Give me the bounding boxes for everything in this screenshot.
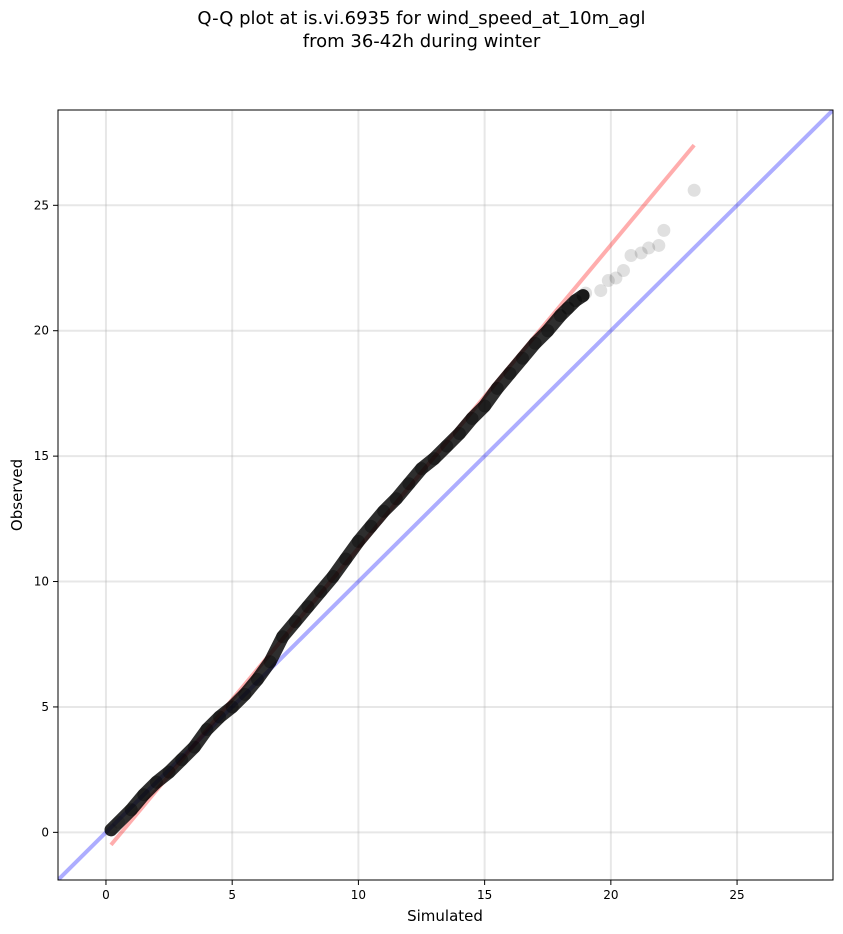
- data-point: [657, 223, 671, 237]
- points-dense-trace: [104, 289, 590, 837]
- y-axis-ticks: 0 5 10 15 20 25: [34, 198, 58, 839]
- data-point: [609, 271, 623, 285]
- data-point: [478, 399, 492, 413]
- data-point: [112, 815, 126, 829]
- data-point: [377, 504, 391, 518]
- x-axis-label: Simulated: [407, 907, 483, 925]
- y-tick-label: 5: [41, 700, 49, 714]
- data-point: [652, 238, 666, 252]
- data-point: [490, 381, 504, 395]
- x-tick-label: 5: [228, 888, 236, 902]
- data-point: [364, 519, 378, 533]
- data-point: [579, 286, 593, 300]
- data-point: [276, 630, 290, 644]
- x-axis-ticks: 0 5 10 15 20 25: [102, 880, 745, 902]
- data-points: [104, 183, 701, 837]
- data-point: [187, 740, 201, 754]
- data-point: [351, 534, 365, 548]
- y-tick-label: 20: [34, 324, 49, 338]
- data-point: [594, 284, 608, 298]
- data-point: [687, 183, 701, 197]
- data-point: [528, 336, 542, 350]
- data-point: [415, 462, 429, 476]
- data-point: [503, 366, 517, 380]
- data-point: [339, 552, 353, 566]
- data-point: [175, 753, 189, 767]
- data-point: [553, 309, 567, 323]
- grid: [58, 110, 833, 880]
- data-point: [576, 289, 590, 303]
- data-point: [200, 723, 214, 737]
- chart-title-line-1: Q-Q plot at is.vi.6935 for wind_speed_at…: [197, 8, 646, 29]
- data-point: [314, 585, 328, 599]
- data-point: [263, 655, 277, 669]
- data-point: [465, 412, 479, 426]
- data-point: [326, 570, 340, 584]
- y-axis-label: Observed: [8, 459, 26, 531]
- data-point: [634, 246, 648, 260]
- data-point: [250, 672, 264, 686]
- x-tick-label: 25: [729, 888, 744, 902]
- data-point: [162, 765, 176, 779]
- y-tick-label: 15: [34, 449, 49, 463]
- data-point: [288, 615, 302, 629]
- chart-title-line-2: from 36-42h during winter: [302, 31, 541, 52]
- data-point: [149, 775, 163, 789]
- data-point: [440, 439, 454, 453]
- plot-frame: [57, 109, 834, 881]
- data-point: [389, 492, 403, 506]
- data-point: [515, 351, 529, 365]
- y-tick-label: 25: [34, 198, 49, 212]
- data-point: [541, 324, 555, 338]
- data-point: [427, 452, 441, 466]
- data-point: [642, 241, 656, 255]
- x-tick-label: 10: [351, 888, 366, 902]
- x-tick-label: 20: [603, 888, 618, 902]
- x-tick-label: 0: [102, 888, 110, 902]
- data-point: [301, 600, 315, 614]
- data-point: [213, 710, 227, 724]
- data-point: [104, 823, 118, 837]
- y-tick-label: 10: [34, 575, 49, 589]
- data-point: [569, 294, 583, 308]
- data-point: [452, 427, 466, 441]
- data-point: [137, 788, 151, 802]
- data-point: [561, 301, 575, 315]
- data-point: [616, 264, 630, 278]
- data-point: [402, 477, 416, 491]
- x-tick-label: 15: [477, 888, 492, 902]
- y-tick-label: 0: [41, 825, 49, 839]
- data-point: [225, 700, 239, 714]
- data-point: [238, 687, 252, 701]
- data-point: [124, 803, 138, 817]
- data-point: [624, 248, 638, 262]
- data-point: [601, 274, 615, 288]
